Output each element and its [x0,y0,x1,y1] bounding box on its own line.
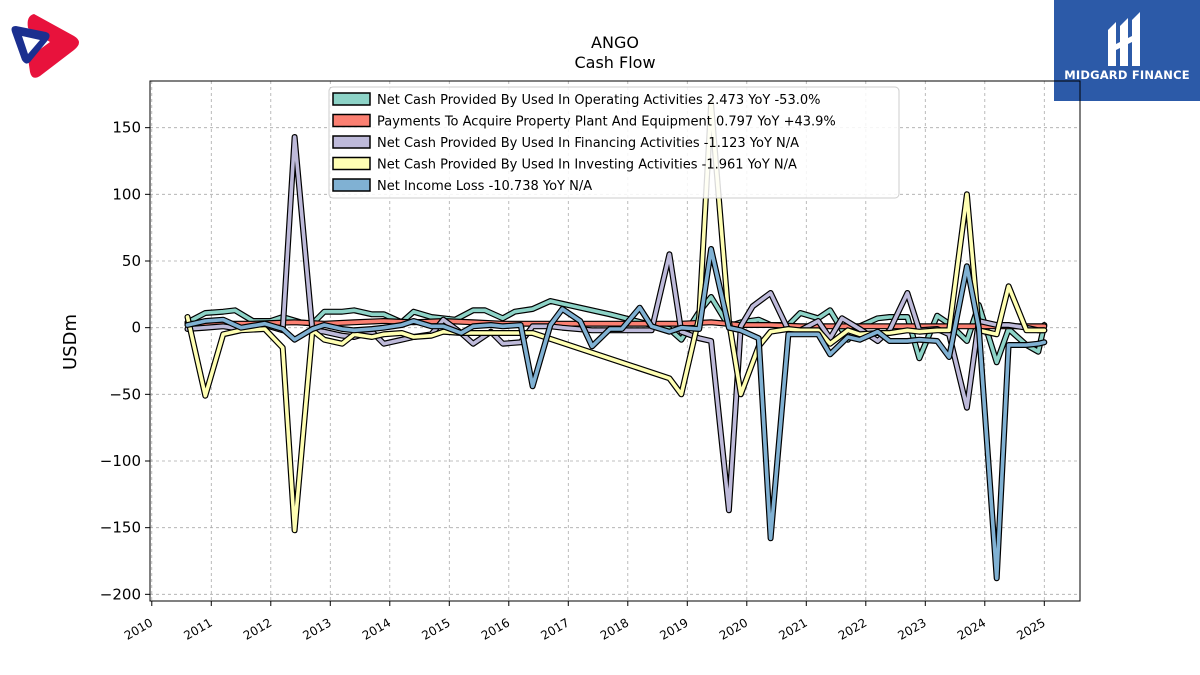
x-tick-label: 2023 [895,615,928,642]
x-tick-label: 2015 [419,615,452,642]
legend-swatch [332,113,371,128]
x-tick-label: 2021 [776,615,809,642]
x-tick-label: 2018 [598,615,631,642]
series-line-4 [185,247,1047,581]
plot-frame [149,80,1081,602]
legend-box [328,86,900,199]
y-tick-label: 0 [131,319,141,337]
legend-swatch [332,178,371,192]
legend-label: Net Cash Provided By Used In Operating A… [377,93,820,108]
x-tick-label: 2025 [1014,615,1047,642]
x-tick-label: 2016 [479,615,512,642]
y-tick-label: −50 [109,385,141,403]
legend-label: Net Cash Provided By Used In Investing A… [377,158,797,173]
x-tick-label: 2014 [360,615,393,642]
x-tick-label: 2013 [300,615,333,642]
x-tick-label: 2012 [241,615,274,642]
chart-subtitle: Cash Flow [574,53,655,72]
chart-title: ANGO [591,33,639,52]
y-tick-label: 150 [112,119,141,137]
legend-label: Payments To Acquire Property Plant And E… [377,115,836,130]
y-tick-label: −200 [100,585,141,603]
y-axis-label: USDm [60,314,81,370]
x-tick-label: 2019 [657,615,690,642]
legend-swatch [332,156,371,171]
brand-logo: MIDGARD FINANCE [1054,0,1200,101]
x-tick-label: 2011 [181,615,214,642]
y-tick-label: 100 [112,185,141,203]
legend-swatch [332,92,371,106]
series-outline-4 [184,246,1048,582]
x-tick-label: 2017 [538,615,571,642]
y-tick-label: 50 [122,252,141,270]
x-tick-label: 2020 [717,615,750,642]
legend-label: Net Cash Provided By Used In Financing A… [377,136,799,151]
legend-label: Net Income Loss -10.738 YoY N/A [377,179,592,194]
y-tick-label: −150 [100,519,141,537]
midgard-mark-icon [1108,12,1140,66]
legend: Net Cash Provided By Used In Operating A… [328,86,900,199]
y-axis: 150 100 50 0 −50 −100 −150 −200 [100,119,150,603]
x-tick-label: 2022 [836,615,869,642]
company-logo-icon [11,14,80,78]
brand-name: MIDGARD FINANCE [1064,68,1190,82]
x-axis: 2010 2011 2012 2013 2014 2015 2016 2017 2018 2019… [122,601,1048,643]
series-line-1 [185,319,1047,329]
y-tick-label: −100 [100,452,141,470]
x-tick-label: 2010 [122,615,155,642]
x-tick-label: 2024 [955,615,988,642]
series-lines [184,100,1048,582]
legend-swatch [332,135,371,149]
